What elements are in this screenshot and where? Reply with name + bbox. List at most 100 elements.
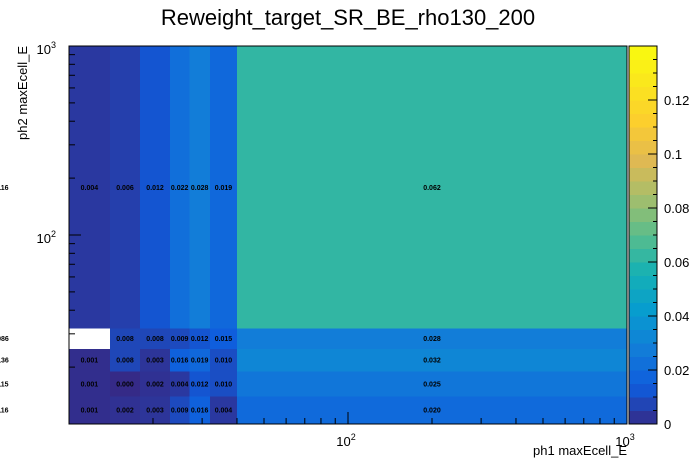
- heatmap-cell: [69, 396, 110, 424]
- cell-value-label: 0.025: [423, 381, 441, 388]
- colorbar-tick-label: 0.04: [664, 309, 689, 324]
- heatmap-cell: [209, 328, 237, 349]
- heatmap-cell: [140, 371, 170, 397]
- cell-value-label: 0.019: [191, 358, 209, 365]
- y-axis-ticks: 102 103: [37, 40, 81, 368]
- cell-value-label: 0.004: [171, 381, 189, 388]
- colorbar-ticks: 0 0.02 0.04 0.06 0.08 0.1 0.12: [648, 45, 689, 432]
- colorbar-tick-label: 0.02: [664, 363, 689, 378]
- colorbar-segment: [629, 316, 657, 330]
- colorbar-segment: [629, 410, 657, 425]
- colorbar-segment: [629, 262, 657, 276]
- heatmap-cell: [189, 328, 210, 349]
- heatmap-cell: [236, 46, 627, 329]
- heatmap-cell: [69, 46, 110, 329]
- heatmap-cell: [140, 46, 170, 329]
- colorbar-segment: [629, 154, 657, 168]
- cell-value-label: 0.010: [215, 381, 233, 388]
- heatmap-cell: [109, 46, 141, 329]
- colorbar-segment: [629, 221, 657, 236]
- cell-value-label: 0.003: [146, 358, 164, 365]
- colorbar-segment: [629, 194, 657, 209]
- colorbar-segment: [629, 140, 657, 155]
- heatmap-cell: [236, 348, 627, 372]
- colorbar-segment: [629, 86, 657, 101]
- heatmap-cell: [140, 328, 170, 349]
- cell-value-label: 0.062: [423, 185, 441, 192]
- colorbar-tick-label: 0.1: [664, 147, 682, 162]
- colorbar-segment: [629, 167, 657, 182]
- heatmap-cell: [169, 46, 190, 329]
- heatmap-cell: [109, 371, 141, 397]
- heatmap-cell: [209, 46, 237, 329]
- colorbar-segment: [629, 113, 657, 128]
- cell-value-label: 0.028: [423, 336, 441, 343]
- cell-value-label: 0.028: [191, 185, 209, 192]
- cell-value-label: 0.000: [116, 381, 134, 388]
- cell-value-label: 0.003: [146, 408, 164, 415]
- colorbar-segment: [629, 181, 657, 195]
- x-axis-ticks: 102 103: [152, 412, 635, 449]
- heatmap-cells: [69, 46, 627, 424]
- cell-value-label: 0.012: [191, 336, 209, 343]
- heatmap-cell: [169, 348, 190, 372]
- heatmap-cell: [169, 328, 190, 349]
- heatmap-cell: [209, 371, 237, 397]
- heatmap-cell: [69, 371, 110, 397]
- cell-value-label: 0.019: [215, 185, 233, 192]
- colorbar-segment: [629, 100, 657, 114]
- colorbar-segment: [629, 248, 657, 263]
- heatmap-cell: [236, 371, 627, 397]
- cell-value-label: 0.008: [116, 358, 134, 365]
- colorbar-tick-label: 0: [664, 417, 671, 432]
- heatmap-cell: [109, 396, 141, 424]
- cell-value-label: 0.086: [0, 336, 9, 343]
- cell-value-label: 0.016: [191, 408, 209, 415]
- colorbar-segment: [629, 383, 657, 398]
- heatmap-cell-labels: 0.0010.0020.0030.0090.0160.0040.0200.116…: [0, 185, 441, 415]
- cell-value-label: 0.022: [171, 185, 189, 192]
- heatmap-cell: [69, 328, 110, 349]
- cell-value-label: 0.016: [171, 358, 189, 365]
- colorbar-segment: [629, 59, 657, 74]
- heatmap-cell: [189, 46, 210, 329]
- colorbar-tick-label: 0.08: [664, 201, 689, 216]
- colorbar-segment: [629, 397, 657, 411]
- cell-value-label: 0.001: [81, 408, 99, 415]
- cell-value-label: 0.032: [423, 358, 441, 365]
- x-axis-label: ph1 maxEcell_E: [533, 443, 627, 458]
- cell-value-label: 0.010: [215, 358, 233, 365]
- cell-value-label: 0.001: [81, 381, 99, 388]
- cell-value-label: 0.015: [215, 336, 233, 343]
- cell-value-label: 0.136: [0, 358, 9, 365]
- colorbar-segment: [629, 46, 657, 60]
- cell-value-label: 0.006: [116, 185, 134, 192]
- chart-title: Reweight_target_SR_BE_rho130_200: [161, 5, 535, 30]
- x-tick-label: 102: [336, 432, 355, 449]
- x-tick-label: 103: [615, 432, 634, 449]
- cell-value-label: 0.009: [171, 408, 189, 415]
- cell-value-label: 0.116: [0, 408, 9, 415]
- cell-value-label: 0.002: [146, 381, 164, 388]
- cell-value-label: 0.002: [116, 408, 134, 415]
- colorbar-segment: [629, 127, 657, 141]
- colorbar-tick-label: 0.12: [664, 93, 689, 108]
- colorbar-segment: [629, 208, 657, 222]
- heatmap-cell: [209, 348, 237, 372]
- colorbar-segment: [629, 329, 657, 344]
- heatmap-cell: [236, 328, 627, 349]
- cell-value-label: 0.009: [171, 336, 189, 343]
- colorbar-segment: [629, 235, 657, 249]
- colorbar: [628, 45, 658, 425]
- cell-value-label: 0.008: [116, 336, 134, 343]
- colorbar-segment: [629, 356, 657, 371]
- y-tick-label: 102: [37, 229, 56, 246]
- colorbar-tick-label: 0.06: [664, 255, 689, 270]
- heatmap-cell: [189, 348, 210, 372]
- y-tick-label: 103: [37, 40, 56, 57]
- colorbar-segment: [629, 73, 657, 87]
- heatmap-cell: [140, 348, 170, 372]
- cell-value-label: 0.004: [81, 185, 99, 192]
- cell-value-label: 0.001: [81, 358, 99, 365]
